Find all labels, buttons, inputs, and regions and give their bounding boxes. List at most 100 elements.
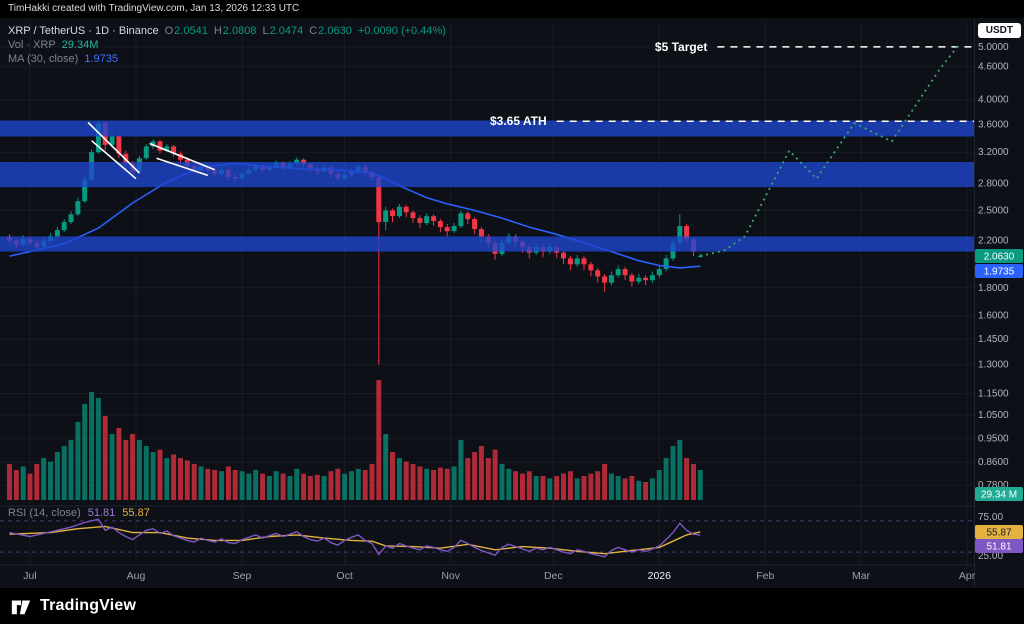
candle	[643, 277, 649, 281]
candle	[403, 206, 409, 213]
footer-bar: TradingView	[0, 588, 1024, 624]
time-tick-label[interactable]: Nov	[441, 570, 460, 582]
volume-bar	[102, 416, 108, 500]
volume-bar	[321, 476, 327, 500]
volume-bar	[615, 476, 621, 500]
volume-bar	[622, 478, 628, 500]
volume-bar	[307, 476, 313, 500]
volume-bar	[506, 468, 512, 500]
ma-label[interactable]: MA (30, close)	[8, 53, 79, 65]
symbol-title[interactable]: XRP / TetherUS · 1D · Binance	[8, 25, 159, 37]
candle	[602, 276, 608, 283]
chart-canvas[interactable]: $5 Target $3.65 ATH 5.0000 4.6000 4.0000 3.60…	[0, 18, 1024, 588]
volume-bar	[48, 461, 53, 500]
high-value: 2.0808	[222, 25, 257, 37]
time-tick-label[interactable]: Mar	[852, 570, 871, 582]
volume-bar	[567, 471, 573, 500]
volume-bar	[410, 464, 416, 500]
rsi-tick-label: 75.00	[978, 512, 1003, 523]
volume-bar	[184, 460, 190, 500]
price-tick-label: 2.5000	[978, 205, 1009, 216]
price-levels: $5 Target $3.65 ATH	[490, 40, 974, 128]
candle	[157, 141, 163, 151]
volume-bar	[198, 466, 204, 500]
candle	[390, 210, 395, 217]
volume-bar	[677, 440, 683, 500]
rsi-ma-value: 55.87	[122, 507, 150, 519]
volume-bar	[595, 471, 601, 500]
time-tick-label[interactable]: Feb	[756, 570, 774, 582]
candle	[588, 264, 594, 271]
volume-bar	[424, 468, 430, 500]
currency-toggle-button[interactable]: USDT	[977, 23, 1021, 38]
volume-bar	[355, 468, 361, 500]
legend: XRP / TetherUS · 1D · Binance O 2.0541 H…	[8, 24, 446, 66]
volume-bar	[513, 471, 519, 500]
tradingview-wordmark[interactable]: TradingView	[40, 597, 137, 614]
candle	[143, 146, 149, 159]
candle	[82, 179, 88, 202]
volume-bar	[643, 482, 649, 500]
change-value: +0.0090 (+0.44%)	[357, 25, 446, 37]
volume-bar	[437, 467, 443, 500]
candle	[150, 141, 156, 147]
time-tick-label[interactable]: 2026	[648, 570, 672, 582]
candle	[444, 227, 450, 232]
candle	[431, 216, 437, 222]
rsi-value: 51.81	[87, 507, 116, 519]
volume-bar	[478, 446, 484, 500]
candle	[663, 258, 669, 269]
rsi-tick-label: 25.00	[978, 551, 1003, 562]
volume-bar	[417, 466, 423, 500]
pane-dividers	[0, 505, 1024, 566]
support-resistance-zone	[0, 236, 974, 252]
volume-bar	[547, 478, 553, 500]
volume-bar	[499, 464, 505, 500]
time-tick-label[interactable]: Aug	[127, 570, 146, 582]
volume-bar	[649, 478, 655, 500]
volume-value: 29.34M	[61, 39, 99, 51]
volume-bar	[554, 476, 560, 500]
volume-bar	[239, 471, 245, 500]
volume-bar	[540, 476, 546, 500]
candle	[396, 206, 402, 217]
volume-bar	[212, 470, 218, 500]
time-tick-label[interactable]: Jul	[23, 570, 36, 582]
ma-row: MA (30, close) 1.9735	[8, 52, 446, 66]
candle	[656, 269, 662, 276]
trendlines	[87, 121, 216, 180]
volume-bar	[444, 468, 450, 500]
time-tick-label[interactable]: Oct	[336, 570, 352, 582]
volume-bar	[82, 404, 88, 500]
time-tick-label[interactable]: Sep	[233, 570, 252, 582]
rsi-label[interactable]: RSI (14, close)	[8, 507, 81, 519]
symbol-row: XRP / TetherUS · 1D · Binance O 2.0541 H…	[8, 24, 446, 38]
volume-bar	[561, 473, 566, 500]
volume-bar	[280, 473, 286, 500]
candle	[629, 275, 635, 282]
price-tick-label: 4.0000	[978, 95, 1009, 106]
time-axis: Jul Aug Sep Oct Nov Dec 2026 Feb Mar Apr	[23, 570, 975, 582]
tradingview-logo-icon[interactable]	[10, 595, 32, 617]
volume-bar	[396, 458, 402, 500]
time-tick-label[interactable]: Dec	[544, 570, 563, 582]
volume-label[interactable]: Vol · XRP	[8, 39, 56, 51]
time-tick-label[interactable]: Apr	[959, 570, 976, 582]
volume-bar	[157, 449, 163, 500]
volume-bar	[342, 473, 348, 500]
volume-bar	[349, 471, 354, 500]
volume-bar	[335, 468, 341, 500]
candle	[684, 226, 690, 240]
candle	[567, 258, 573, 265]
volume-bar	[109, 434, 115, 500]
volume-bar	[656, 470, 662, 500]
candle	[458, 213, 464, 227]
volume-bar	[520, 473, 525, 500]
volume-bar	[663, 458, 669, 500]
candle	[636, 277, 642, 282]
price-tick-label: 1.0500	[978, 410, 1009, 421]
ma-value: 1.9735	[84, 53, 118, 65]
volume-bar	[225, 466, 231, 500]
volume-bar	[390, 452, 395, 500]
volume-bar	[205, 468, 211, 500]
